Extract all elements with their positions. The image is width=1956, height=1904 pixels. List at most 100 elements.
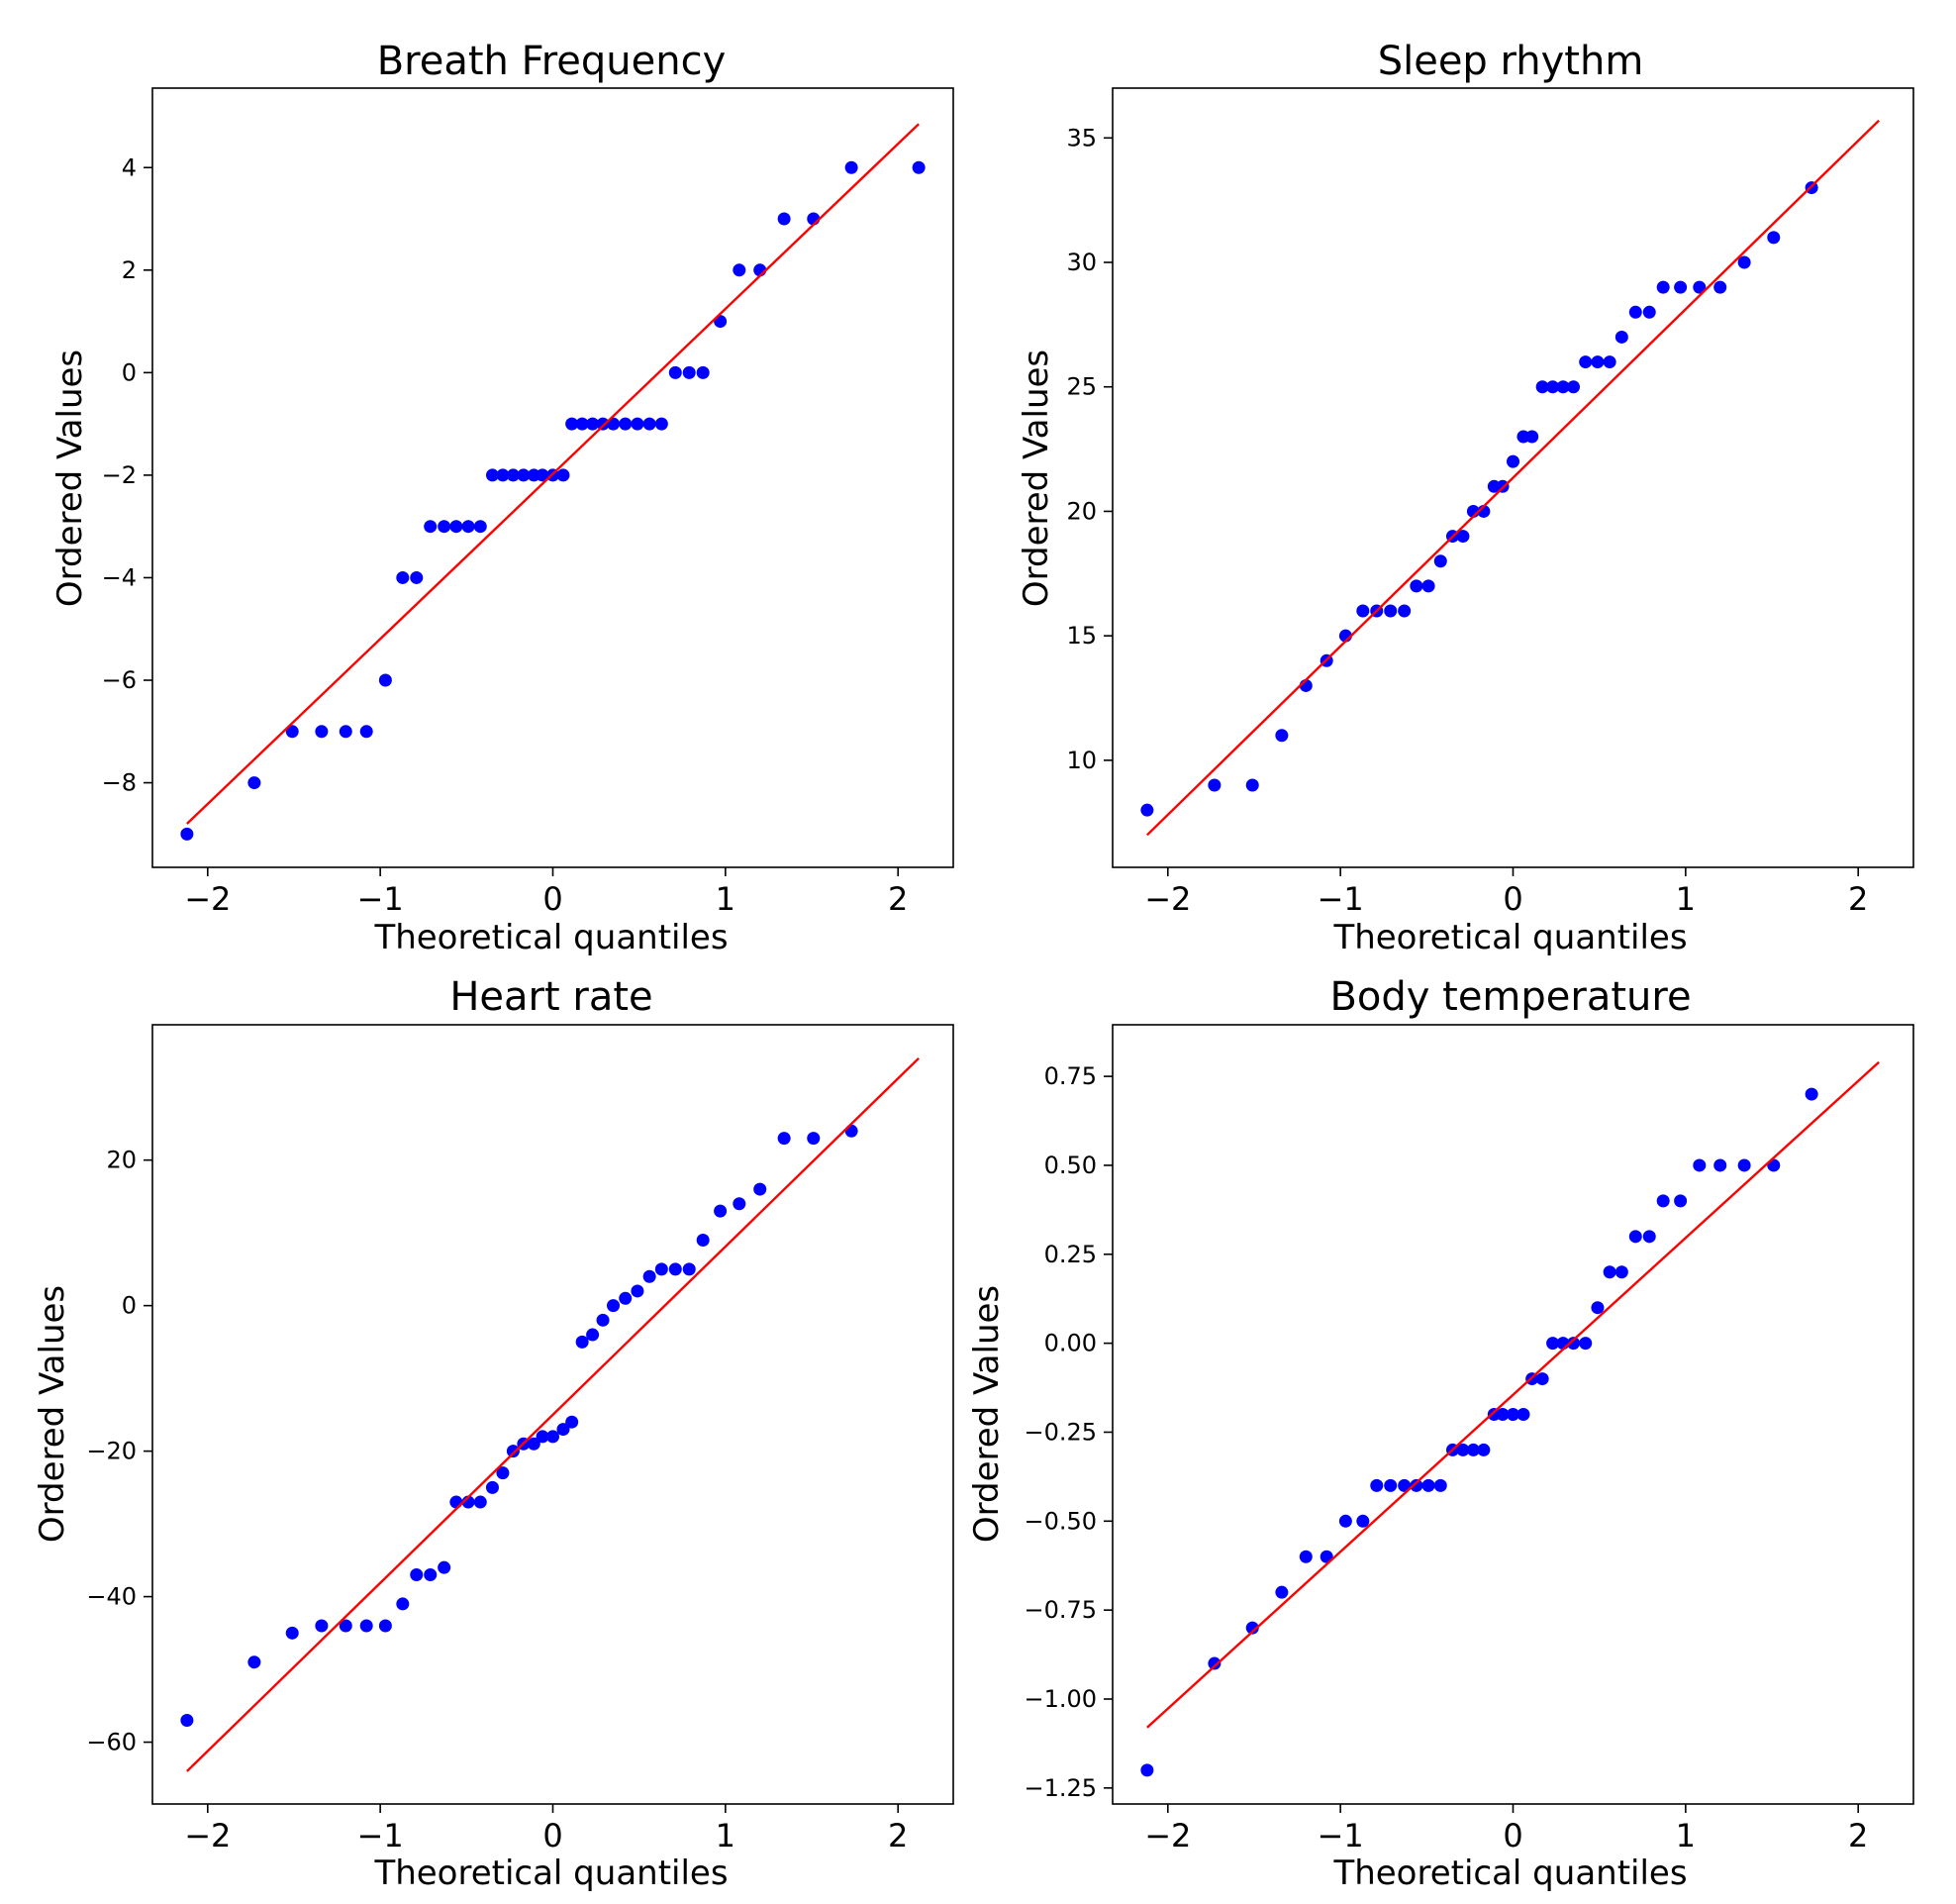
- data-point: [1535, 1372, 1549, 1386]
- y-axis-label: Ordered Values: [33, 1285, 72, 1543]
- data-point: [654, 417, 668, 431]
- y-tick-label: −8: [102, 769, 137, 797]
- y-tick-label: 30: [1066, 249, 1097, 276]
- data-point: [1398, 1478, 1412, 1492]
- data-point: [844, 1124, 858, 1138]
- y-tick-label: 0.00: [1044, 1330, 1097, 1357]
- y-tick-label: 25: [1066, 373, 1097, 401]
- data-point: [565, 1415, 579, 1429]
- data-point: [668, 365, 682, 379]
- data-point: [1275, 1585, 1289, 1599]
- data-point: [1245, 1621, 1259, 1635]
- data-point: [596, 417, 610, 431]
- data-point: [912, 160, 926, 174]
- data-point: [1208, 1656, 1222, 1670]
- y-tick-label: 0: [122, 358, 137, 386]
- data-point: [1642, 305, 1656, 319]
- y-tick-label: −0.50: [1024, 1507, 1097, 1535]
- data-point: [565, 417, 579, 431]
- y-tick-label: −2: [102, 461, 137, 489]
- data-point: [1140, 803, 1154, 817]
- data-point: [461, 520, 475, 534]
- data-point: [1456, 530, 1470, 544]
- y-tick-label: −40: [86, 1583, 137, 1611]
- data-point: [449, 1495, 463, 1509]
- data-point: [1737, 255, 1751, 269]
- data-point: [696, 365, 710, 379]
- data-point: [631, 417, 644, 431]
- data-point: [1579, 1337, 1593, 1351]
- data-point: [1614, 1265, 1628, 1279]
- y-tick-label: 0.50: [1044, 1152, 1097, 1179]
- y-tick-label: 2: [122, 256, 137, 284]
- data-point: [596, 1313, 610, 1327]
- data-point: [1567, 380, 1581, 394]
- fit-line: [1146, 1060, 1880, 1729]
- data-point: [285, 1626, 299, 1640]
- data-point: [1628, 305, 1642, 319]
- y-tick-label: 20: [106, 1147, 137, 1174]
- data-point: [1579, 355, 1593, 369]
- data-point: [1674, 1194, 1688, 1208]
- x-tick-label: 1: [1676, 880, 1696, 918]
- x-tick-label: −2: [184, 1817, 231, 1854]
- data-point: [1693, 1158, 1707, 1172]
- x-tick-label: −1: [357, 1817, 404, 1854]
- data-point: [619, 417, 633, 431]
- data-point: [1767, 231, 1781, 245]
- data-point: [315, 1619, 329, 1633]
- data-point: [536, 1430, 549, 1444]
- data-point: [733, 1197, 746, 1211]
- data-point: [506, 1445, 520, 1458]
- data-point: [359, 725, 373, 739]
- data-point: [631, 1284, 644, 1298]
- x-tick-label: 1: [716, 1817, 735, 1854]
- fit-line: [1146, 119, 1880, 837]
- data-point: [1245, 778, 1259, 792]
- x-tick-label: 0: [1503, 1817, 1522, 1854]
- data-point: [1140, 1763, 1154, 1777]
- data-point: [424, 520, 438, 534]
- data-point: [438, 1560, 451, 1574]
- x-axis-label: Theoretical quantiles: [1332, 1854, 1687, 1893]
- data-point: [546, 1430, 559, 1444]
- data-point: [682, 365, 696, 379]
- data-point: [733, 263, 746, 277]
- x-tick-label: −1: [1318, 1817, 1364, 1854]
- data-point: [1603, 1265, 1616, 1279]
- data-point: [1546, 1337, 1560, 1351]
- data-point: [682, 1262, 696, 1276]
- x-tick-label: −1: [1318, 880, 1364, 918]
- data-point: [1398, 604, 1412, 618]
- data-point: [1591, 1301, 1605, 1315]
- data-point: [485, 468, 499, 482]
- data-point: [485, 1480, 499, 1494]
- chart-panel-sleep-rhythm: Sleep rhythm Theoretical quantiles Order…: [1017, 39, 1914, 957]
- data-point: [1208, 778, 1222, 792]
- data-point: [642, 417, 656, 431]
- data-point: [527, 1437, 540, 1451]
- data-point: [1693, 280, 1707, 294]
- y-tick-label: 10: [1066, 747, 1097, 774]
- data-point: [315, 725, 329, 739]
- chart-title: Sleep rhythm: [1378, 39, 1644, 84]
- y-tick-label: −0.75: [1024, 1596, 1097, 1624]
- chart-panel-body-temperature: Body temperature Theoretical quantiles O…: [967, 974, 1914, 1893]
- data-point: [586, 417, 600, 431]
- y-tick-label: 15: [1066, 622, 1097, 650]
- chart-panel-breath-frequency: Breath Frequency Theoretical quantiles O…: [50, 39, 954, 957]
- data-point: [378, 673, 392, 687]
- data-point: [654, 1262, 668, 1276]
- data-point: [668, 1262, 682, 1276]
- data-point: [438, 520, 451, 534]
- x-tick-label: 0: [542, 880, 562, 918]
- data-point: [1656, 1194, 1670, 1208]
- data-point: [1516, 1408, 1530, 1421]
- data-point: [359, 1619, 373, 1633]
- data-point: [1737, 1158, 1751, 1172]
- data-point: [1496, 1408, 1510, 1421]
- data-point: [777, 212, 791, 226]
- data-point: [844, 160, 858, 174]
